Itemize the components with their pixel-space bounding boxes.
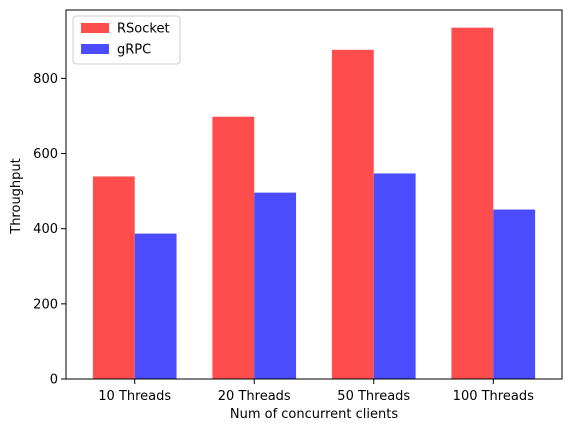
bar-rsocket-2 bbox=[331, 49, 374, 379]
x-tick-label: 20 Threads bbox=[218, 389, 291, 404]
bar-rsocket-1 bbox=[212, 116, 255, 379]
legend-label-grpc: gRPC bbox=[117, 43, 151, 58]
legend: RSocket gRPC bbox=[72, 15, 181, 65]
y-tick-label: 200 bbox=[33, 297, 58, 312]
y-tick-label: 800 bbox=[33, 72, 58, 87]
bar-rsocket-0 bbox=[92, 176, 135, 379]
x-axis-label: Num of concurrent clients bbox=[230, 407, 398, 422]
legend-swatch-grpc bbox=[81, 44, 109, 54]
x-tick-label: 100 Threads bbox=[453, 389, 534, 404]
bar-grpc-3 bbox=[493, 209, 536, 379]
bar-rsocket-3 bbox=[451, 27, 494, 379]
plot-frame bbox=[65, 9, 563, 380]
legend-label-rsocket: RSocket bbox=[117, 22, 170, 37]
bars-group bbox=[92, 27, 536, 379]
y-tick-label: 600 bbox=[33, 147, 58, 162]
y-axis-label: Throughput bbox=[9, 158, 24, 235]
axes-group bbox=[65, 9, 563, 380]
x-tick-label: 10 Threads bbox=[98, 389, 171, 404]
bar-grpc-1 bbox=[254, 192, 297, 379]
bar-grpc-0 bbox=[134, 233, 177, 379]
x-tick-label: 50 Threads bbox=[337, 389, 410, 404]
y-tick-label: 400 bbox=[33, 222, 58, 237]
bar-grpc-2 bbox=[373, 173, 416, 379]
ticks-group: 0 200 400 600 800 10 Threads 20 Threads 50 Thre… bbox=[33, 72, 534, 404]
legend-swatch-rsocket bbox=[81, 23, 109, 33]
y-tick-label: 0 bbox=[50, 373, 58, 388]
